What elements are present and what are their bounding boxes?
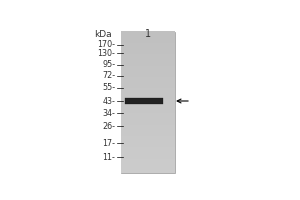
- Bar: [121, 110, 176, 113]
- Bar: [121, 68, 176, 71]
- Bar: [121, 127, 176, 130]
- Bar: [121, 96, 176, 99]
- Bar: [121, 161, 176, 164]
- Bar: [121, 85, 176, 88]
- Bar: [121, 40, 176, 43]
- Text: 34-: 34-: [103, 109, 116, 118]
- Bar: [121, 57, 176, 60]
- Bar: [121, 43, 176, 46]
- Text: 170-: 170-: [98, 40, 116, 49]
- Text: 1: 1: [145, 29, 152, 39]
- Bar: [121, 164, 176, 167]
- Bar: [121, 62, 176, 66]
- Text: 43-: 43-: [103, 97, 116, 106]
- Bar: [121, 147, 176, 150]
- Bar: [121, 133, 176, 136]
- Text: 130-: 130-: [98, 49, 116, 58]
- Bar: [121, 167, 176, 170]
- Text: 72-: 72-: [102, 71, 116, 80]
- Bar: [125, 98, 163, 104]
- Bar: [121, 59, 176, 63]
- Text: kDa: kDa: [94, 30, 112, 39]
- Bar: [121, 88, 176, 91]
- Bar: [121, 152, 176, 156]
- Bar: [121, 158, 176, 161]
- Bar: [121, 138, 176, 142]
- Bar: [121, 136, 176, 139]
- Bar: [121, 34, 176, 37]
- Bar: [121, 107, 176, 111]
- Text: 55-: 55-: [102, 83, 116, 92]
- Bar: [121, 169, 176, 173]
- Bar: [121, 113, 176, 116]
- Bar: [121, 37, 176, 40]
- Bar: [121, 74, 176, 77]
- Bar: [121, 90, 176, 94]
- Bar: [121, 54, 176, 57]
- Bar: [121, 76, 176, 80]
- Text: 26-: 26-: [102, 122, 116, 131]
- Bar: [121, 79, 176, 82]
- Bar: [121, 105, 176, 108]
- Bar: [121, 141, 176, 144]
- Bar: [121, 116, 176, 119]
- Bar: [121, 119, 176, 122]
- Bar: [121, 150, 176, 153]
- Bar: [121, 82, 176, 85]
- Bar: [121, 99, 176, 102]
- Bar: [121, 121, 176, 125]
- Bar: [121, 48, 176, 51]
- Text: 95-: 95-: [102, 60, 116, 69]
- Bar: [121, 155, 176, 159]
- Bar: [121, 31, 176, 35]
- Bar: [121, 93, 176, 97]
- Text: 11-: 11-: [103, 153, 116, 162]
- Bar: [121, 130, 176, 133]
- Bar: [121, 102, 176, 105]
- Bar: [121, 124, 176, 128]
- Bar: [121, 45, 176, 49]
- Bar: [121, 32, 176, 173]
- Bar: [121, 65, 176, 68]
- Text: 17-: 17-: [102, 139, 116, 148]
- Bar: [121, 144, 176, 147]
- Bar: [121, 71, 176, 74]
- Bar: [121, 51, 176, 54]
